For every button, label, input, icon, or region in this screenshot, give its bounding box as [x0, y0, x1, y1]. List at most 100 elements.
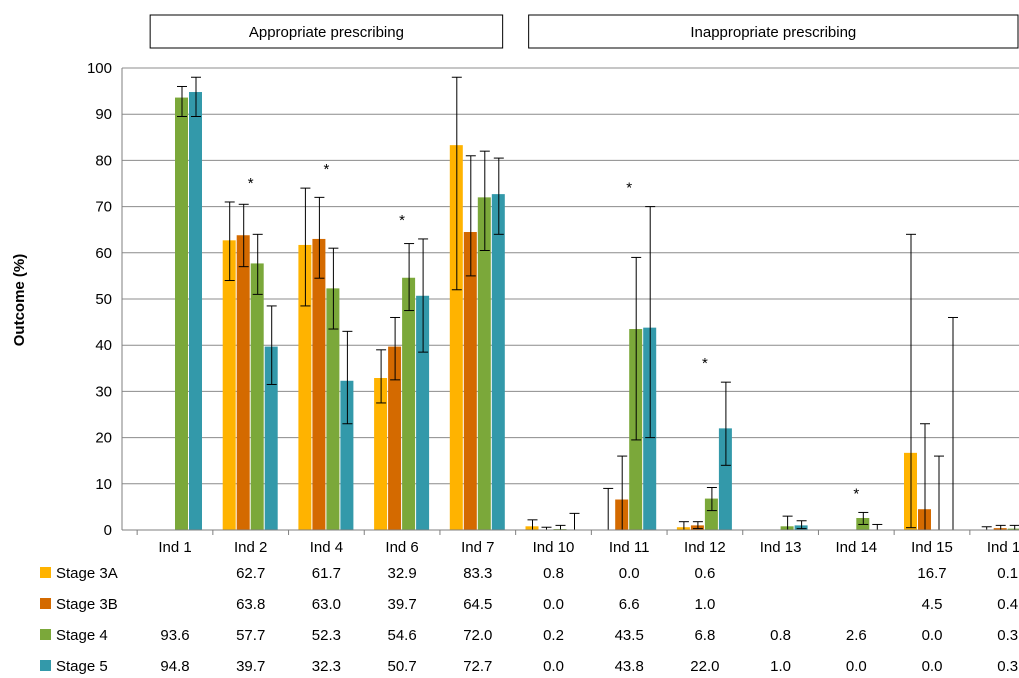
table-cell: 50.7 — [387, 658, 416, 675]
table-cell: 83.3 — [463, 565, 492, 582]
table-cell: 1.0 — [770, 658, 791, 675]
table-cell: 0.0 — [543, 596, 564, 613]
table-cell: 72.7 — [463, 658, 492, 675]
table-cell: 0.0 — [543, 658, 564, 675]
table-cell: 94.8 — [160, 658, 189, 675]
x-tick-label: Ind 13 — [760, 539, 802, 556]
y-tick-label: 40 — [95, 337, 112, 354]
table-cell: 6.8 — [694, 627, 715, 644]
bar — [416, 295, 430, 530]
table-cell: 63.8 — [236, 596, 265, 613]
y-tick-label: 30 — [95, 383, 112, 400]
x-tick-label: Ind 1 — [158, 539, 191, 556]
x-tick-label: Ind 2 — [234, 539, 267, 556]
table-cell: 72.0 — [463, 627, 492, 644]
table-cell: 57.7 — [236, 627, 265, 644]
table-cell: 32.9 — [387, 565, 416, 582]
significance-star: * — [248, 175, 254, 192]
table-cell: 32.3 — [312, 658, 341, 675]
y-tick-label: 0 — [104, 522, 112, 539]
y-tick-label: 50 — [95, 291, 112, 308]
bar — [402, 277, 416, 530]
table-cell: 4.5 — [922, 596, 943, 613]
bar — [312, 238, 326, 530]
data-table: Stage 3A 62.7 61.7 32.9 83.3 0.8 0.0 0.6 16.7 0.1… — [40, 565, 1018, 675]
group-header-box — [149, 14, 504, 49]
x-tick-label: Ind 12 — [684, 539, 726, 556]
table-cell: 0.1 — [997, 565, 1018, 582]
table-cell: 0.0 — [846, 658, 867, 675]
table-cell: 39.7 — [387, 596, 416, 613]
legend-label: Stage 5 — [56, 658, 108, 675]
table-cell: 0.4 — [997, 596, 1018, 613]
x-tick-label: Ind 14 — [835, 539, 877, 556]
bar — [388, 346, 402, 530]
legend-swatch — [40, 629, 51, 640]
table-cell: 63.0 — [312, 596, 341, 613]
legend-label: Stage 4 — [56, 627, 108, 644]
x-tick-label: Ind 10 — [533, 539, 575, 556]
table-cell: 1.0 — [694, 596, 715, 613]
bar — [222, 240, 236, 531]
table-cell: 0.3 — [997, 627, 1018, 644]
table-cell: 61.7 — [312, 565, 341, 582]
table-cell: 0.8 — [770, 627, 791, 644]
table-cell: 39.7 — [236, 658, 265, 675]
group-header-label: Inappropriate prescribing — [690, 24, 856, 41]
table-cell: 2.6 — [846, 627, 867, 644]
table-cell: 0.0 — [922, 627, 943, 644]
significance-star: * — [702, 355, 708, 372]
bars — [175, 92, 1019, 531]
legend-swatch — [40, 598, 51, 609]
legend-swatch — [40, 567, 51, 578]
bar — [463, 232, 477, 530]
y-tick-label: 70 — [95, 199, 112, 216]
bar — [704, 498, 718, 530]
bar — [374, 378, 388, 530]
table-cell: 0.8 — [543, 565, 564, 582]
bar — [1007, 528, 1019, 530]
y-tick-label: 20 — [95, 430, 112, 447]
bar — [718, 428, 732, 530]
axes: 0 10 20 30 40 50 60 70 80 90 100 Ind 1 Ind 2 Ind 4 Ind… — [87, 60, 1019, 556]
table-cell: 22.0 — [690, 658, 719, 675]
table-cell: 43.8 — [615, 658, 644, 675]
significance-star: * — [323, 161, 329, 178]
table-cell: 93.6 — [160, 627, 189, 644]
y-tick-label: 90 — [95, 106, 112, 123]
bar — [340, 380, 354, 530]
legend-swatch — [40, 660, 51, 671]
table-cell: 52.3 — [312, 627, 341, 644]
table-cell: 54.6 — [387, 627, 416, 644]
significance-marks: * * * * * * — [248, 161, 860, 502]
table-cell: 62.7 — [236, 565, 265, 582]
x-tick-label: Ind 7 — [461, 539, 494, 556]
group-header-label: Appropriate prescribing — [249, 24, 404, 41]
y-axis-label: Outcome (%) — [11, 254, 28, 347]
error-bars — [177, 76, 1019, 530]
bar — [477, 197, 491, 531]
x-tick-label: Ind 16 — [987, 539, 1019, 556]
table-cell: 0.0 — [922, 658, 943, 675]
y-tick-label: 60 — [95, 245, 112, 262]
bar — [175, 97, 188, 531]
x-tick-label: Ind 4 — [310, 539, 343, 556]
table-cell: 64.5 — [463, 596, 492, 613]
legend-label: Stage 3B — [56, 596, 118, 613]
significance-star: * — [626, 180, 632, 197]
y-tick-label: 100 — [87, 60, 112, 77]
y-tick-label: 10 — [95, 476, 112, 493]
bar — [264, 346, 278, 530]
table-cell: 6.6 — [619, 596, 640, 613]
table-cell: 0.2 — [543, 627, 564, 644]
table-cell: 16.7 — [917, 565, 946, 582]
x-tick-label: Ind 15 — [911, 539, 953, 556]
table-cell: 0.3 — [997, 658, 1018, 675]
significance-star: * — [853, 485, 859, 502]
table-cell: 0.6 — [694, 565, 715, 582]
bar — [250, 263, 264, 530]
group-header-box — [528, 14, 1019, 49]
legend-label: Stage 3A — [56, 565, 118, 582]
bar — [449, 145, 463, 531]
